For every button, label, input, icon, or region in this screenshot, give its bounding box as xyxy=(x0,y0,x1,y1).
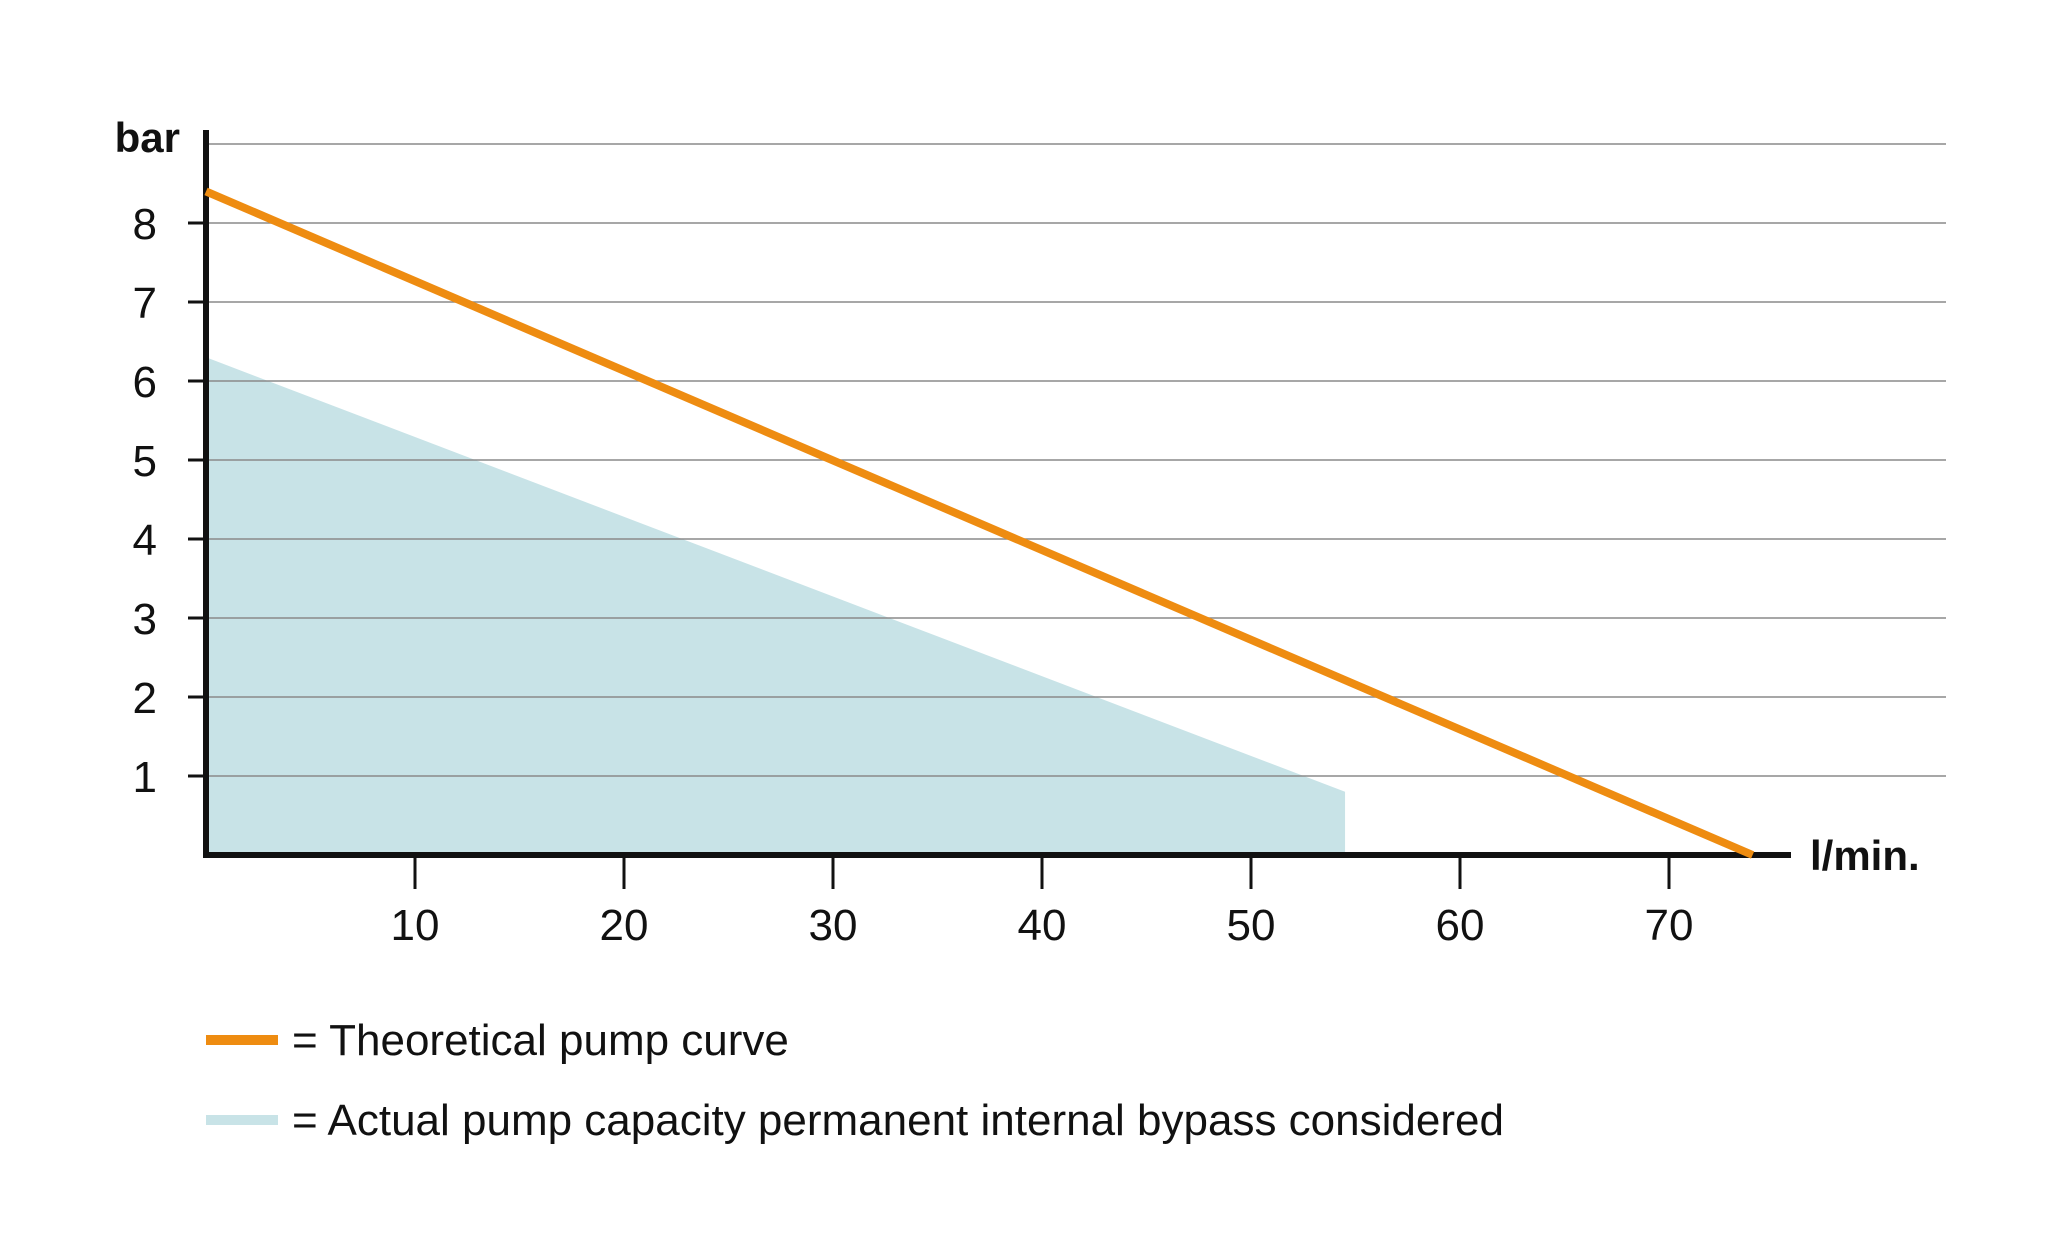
legend: = Theoretical pump curve = Actual pump c… xyxy=(206,1016,1504,1145)
legend-label-actual: = Actual pump capacity permanent interna… xyxy=(292,1096,1504,1145)
y-tick-label-7: 7 xyxy=(133,279,157,328)
x-tick-label-10: 10 xyxy=(391,901,440,950)
series-line-theoretical xyxy=(204,187,1755,859)
y-axis-label: bar xyxy=(115,114,180,161)
y-tick-label-5: 5 xyxy=(133,437,157,486)
y-tick-label-8: 8 xyxy=(133,200,157,249)
y-tick-label-2: 2 xyxy=(133,674,157,723)
x-tick-label-60: 60 xyxy=(1436,901,1485,950)
y-tick-label-4: 4 xyxy=(133,516,157,565)
x-axis-label: l/min. xyxy=(1810,832,1920,879)
line-layer xyxy=(204,187,1755,859)
x-tick-label-40: 40 xyxy=(1018,901,1067,950)
legend-label-theoretical: = Theoretical pump curve xyxy=(292,1016,789,1065)
tick-marks xyxy=(188,221,1671,889)
area-layer xyxy=(206,357,1346,855)
x-tick-label-70: 70 xyxy=(1645,901,1694,950)
axes xyxy=(203,130,1791,858)
y-tick-label-6: 6 xyxy=(133,358,157,407)
x-tick-label-30: 30 xyxy=(809,901,858,950)
y-tick-label-1: 1 xyxy=(133,753,157,802)
x-tick-label-20: 20 xyxy=(600,901,649,950)
series-area-actual-capacity xyxy=(206,357,1346,855)
tick-labels: 1 2 3 4 5 6 7 8 10 20 30 40 50 60 70 xyxy=(133,200,1694,950)
gridlines xyxy=(206,143,1946,777)
y-tick-label-3: 3 xyxy=(133,595,157,644)
x-tick-label-50: 50 xyxy=(1227,901,1276,950)
